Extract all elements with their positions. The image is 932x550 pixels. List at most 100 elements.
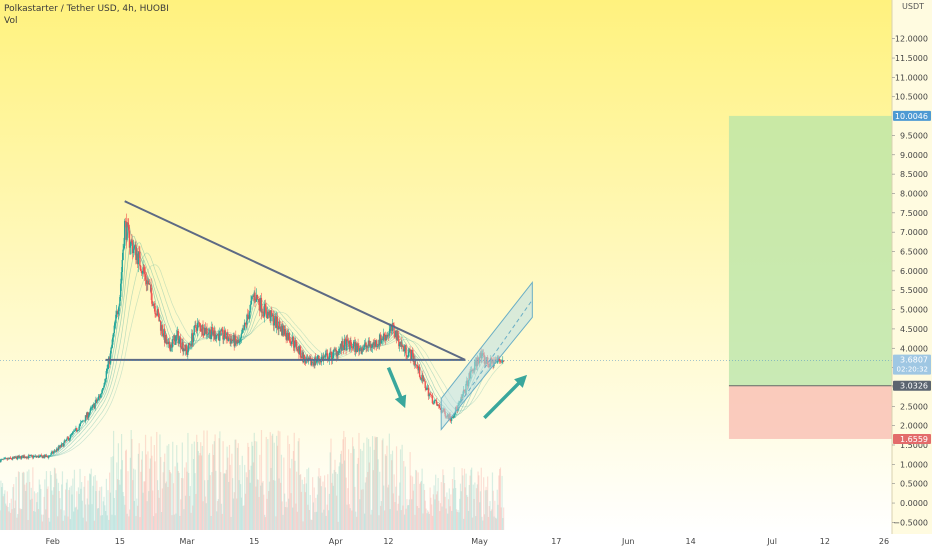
candle[interactable] xyxy=(0,458,2,463)
candle[interactable] xyxy=(111,339,113,350)
candle[interactable] xyxy=(262,306,264,318)
candle[interactable] xyxy=(50,451,52,456)
candle[interactable] xyxy=(194,321,196,327)
candle[interactable] xyxy=(139,246,141,270)
candle[interactable] xyxy=(68,438,71,442)
candle[interactable] xyxy=(62,443,64,448)
candle[interactable] xyxy=(333,347,335,356)
candle[interactable] xyxy=(1,458,4,460)
candle[interactable] xyxy=(376,345,378,349)
candle[interactable] xyxy=(362,344,365,352)
candle[interactable] xyxy=(56,448,59,452)
candle[interactable] xyxy=(96,398,98,404)
candle[interactable] xyxy=(105,368,108,383)
candle[interactable] xyxy=(342,338,344,348)
candle[interactable] xyxy=(151,300,154,307)
candle[interactable] xyxy=(170,342,172,353)
candle[interactable] xyxy=(336,351,338,360)
candle[interactable] xyxy=(330,347,332,355)
candle[interactable] xyxy=(176,326,179,339)
candle[interactable] xyxy=(268,309,271,318)
candle[interactable] xyxy=(331,352,334,365)
candle[interactable] xyxy=(195,327,198,334)
candle[interactable] xyxy=(87,411,89,420)
candle[interactable] xyxy=(223,326,226,341)
candle[interactable] xyxy=(132,239,135,258)
candle[interactable] xyxy=(117,307,119,320)
candle[interactable] xyxy=(386,331,389,339)
candle[interactable] xyxy=(418,364,420,374)
candle[interactable] xyxy=(142,260,144,275)
candle[interactable] xyxy=(5,457,8,459)
candle[interactable] xyxy=(239,335,241,346)
candle[interactable] xyxy=(104,378,107,385)
candle[interactable] xyxy=(99,394,101,400)
candle[interactable] xyxy=(163,323,166,347)
candle[interactable] xyxy=(236,336,239,346)
resistance-trendline[interactable] xyxy=(124,200,466,361)
candle[interactable] xyxy=(332,349,335,361)
candle[interactable] xyxy=(282,323,284,337)
candle[interactable] xyxy=(417,365,419,375)
candle[interactable] xyxy=(173,333,175,342)
candle[interactable] xyxy=(83,419,85,422)
candle[interactable] xyxy=(8,457,11,460)
candle[interactable] xyxy=(309,355,311,360)
candle[interactable] xyxy=(280,323,283,336)
candle[interactable] xyxy=(361,346,363,356)
candle[interactable] xyxy=(21,455,24,457)
candle[interactable] xyxy=(39,453,41,458)
candle[interactable] xyxy=(223,334,225,345)
candle[interactable] xyxy=(52,450,54,455)
candle[interactable] xyxy=(145,272,147,292)
candle[interactable] xyxy=(347,337,350,348)
candle[interactable] xyxy=(191,329,193,350)
candle[interactable] xyxy=(438,402,441,409)
candle[interactable] xyxy=(222,326,224,344)
candle[interactable] xyxy=(270,309,272,326)
candle[interactable] xyxy=(100,393,102,399)
candle[interactable] xyxy=(183,345,186,352)
candle[interactable] xyxy=(178,335,180,348)
candle[interactable] xyxy=(237,334,239,344)
candle[interactable] xyxy=(375,339,378,351)
candle[interactable] xyxy=(255,288,258,302)
candle[interactable] xyxy=(408,348,410,357)
candle[interactable] xyxy=(303,351,305,364)
candle[interactable] xyxy=(291,332,294,343)
candle[interactable] xyxy=(95,396,97,404)
candle[interactable] xyxy=(174,334,176,345)
candle[interactable] xyxy=(215,334,217,341)
candle[interactable] xyxy=(329,348,331,359)
candle[interactable] xyxy=(398,341,401,352)
candle[interactable] xyxy=(371,342,374,353)
candle[interactable] xyxy=(424,380,426,392)
candle[interactable] xyxy=(430,394,433,399)
candle[interactable] xyxy=(297,346,299,354)
candle[interactable] xyxy=(434,399,437,401)
candle[interactable] xyxy=(235,339,238,347)
candle[interactable] xyxy=(2,458,4,461)
candle[interactable] xyxy=(200,328,203,337)
candle[interactable] xyxy=(47,456,49,459)
candle[interactable] xyxy=(106,364,108,375)
candle[interactable] xyxy=(75,425,77,432)
candle[interactable] xyxy=(452,415,454,419)
candle[interactable] xyxy=(53,448,56,454)
candle[interactable] xyxy=(88,411,91,416)
candle[interactable] xyxy=(139,264,142,272)
candle[interactable] xyxy=(302,349,304,364)
candle[interactable] xyxy=(23,454,25,459)
candle[interactable] xyxy=(228,333,231,340)
candle[interactable] xyxy=(295,340,298,352)
candle[interactable] xyxy=(313,361,315,369)
candle[interactable] xyxy=(92,404,94,411)
candle[interactable] xyxy=(267,309,270,319)
candle[interactable] xyxy=(151,287,153,307)
candle[interactable] xyxy=(164,331,167,344)
candle[interactable] xyxy=(73,430,76,433)
candle[interactable] xyxy=(196,318,199,337)
candle[interactable] xyxy=(421,373,423,384)
candle[interactable] xyxy=(384,331,386,345)
candle[interactable] xyxy=(70,433,72,437)
